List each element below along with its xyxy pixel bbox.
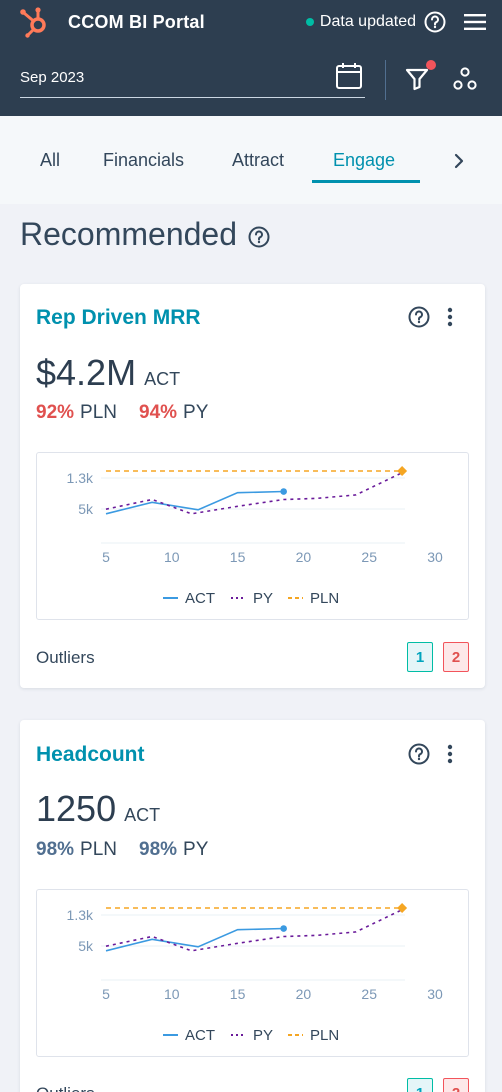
x-tick-label: 5 <box>102 986 110 1002</box>
pln-end-marker <box>397 466 408 476</box>
line-chart: 1.3k 5k 5 10 15 20 25 30 ACT PY PLN <box>67 903 443 1044</box>
x-tick-label: 5 <box>102 549 110 565</box>
tab-all[interactable]: All <box>40 150 61 170</box>
x-tick-label: 30 <box>427 549 443 565</box>
pln-percent: 92% <box>36 402 75 423</box>
category-tabs: All Financials Attract Engage <box>0 116 502 204</box>
help-icon[interactable] <box>408 743 430 765</box>
series-line-act <box>105 490 284 515</box>
kpi-unit: ACT <box>144 369 181 389</box>
help-icon[interactable] <box>248 226 270 248</box>
legend-label-py: PY <box>253 1027 273 1044</box>
y-tick-label: 5k <box>78 938 94 954</box>
hamburger-menu-icon[interactable] <box>464 13 486 31</box>
kpi-comparisons: 98% PLN 98% PY <box>36 839 230 861</box>
outlier-badge-positive[interactable]: 1 <box>407 1078 433 1092</box>
pln-label: PLN <box>80 839 117 860</box>
date-picker-field[interactable]: Sep 2023 <box>20 58 365 98</box>
kpi-comparisons: 92% PLN 94% PY <box>36 402 230 424</box>
pln-end-marker <box>397 903 408 913</box>
py-label: PY <box>183 402 209 423</box>
outliers-label: Outliers <box>36 1084 95 1092</box>
app-title: CCOM BI Portal <box>68 11 205 32</box>
x-tick-label: 30 <box>427 986 443 1002</box>
tab-financials[interactable]: Financials <box>103 150 185 170</box>
outlier-badge-positive[interactable]: 1 <box>407 642 433 672</box>
tab-attract[interactable]: Attract <box>232 150 285 170</box>
card-title[interactable]: Rep Driven MRR <box>36 306 201 329</box>
y-tick-label: 1.3k <box>67 470 94 486</box>
legend-label-pln: PLN <box>310 590 339 607</box>
y-tick-label: 1.3k <box>67 907 94 923</box>
legend-label-act: ACT <box>185 590 215 607</box>
card-title[interactable]: Headcount <box>36 743 145 766</box>
filter-icon[interactable] <box>404 66 430 92</box>
divider <box>385 60 386 100</box>
metric-card-headcount: Headcount 1250 ACT 98% PLN 98% PY 1.3k 5k… <box>20 720 485 1092</box>
outliers-label: Outliers <box>36 648 95 667</box>
status-dot <box>305 18 314 26</box>
kpi-main: $4.2M ACT <box>36 352 180 394</box>
act-end-marker <box>280 925 287 932</box>
act-end-marker <box>280 488 287 495</box>
active-tab-indicator <box>312 180 420 183</box>
series-line-py <box>105 471 403 515</box>
x-tick-label: 25 <box>361 549 377 565</box>
tab-engage[interactable]: Engage <box>333 150 396 170</box>
x-tick-label: 15 <box>230 549 246 565</box>
legend-label-py: PY <box>253 590 273 607</box>
x-tick-label: 10 <box>164 549 180 565</box>
series-line-act <box>105 927 284 952</box>
data-status: Data updated <box>305 11 486 33</box>
line-chart: 1.3k 5k 5 10 15 20 25 30 ACT PY PLN <box>67 466 443 607</box>
kpi-main: 1250 ACT <box>36 788 160 830</box>
more-options-icon[interactable] <box>447 744 453 764</box>
chevron-right-icon[interactable] <box>452 152 466 170</box>
py-percent: 98% <box>139 839 178 860</box>
x-tick-label: 25 <box>361 986 377 1002</box>
kpi-value: $4.2M <box>36 352 137 393</box>
trend-chart[interactable]: 1.3k 5k 5 10 15 20 25 30 ACT PY PLN <box>36 889 469 1057</box>
section-title: Recommended <box>20 216 237 252</box>
legend-label-act: ACT <box>185 1027 215 1044</box>
x-tick-label: 10 <box>164 986 180 1002</box>
x-tick-label: 15 <box>230 986 246 1002</box>
x-tick-label: 20 <box>296 549 312 565</box>
x-tick-label: 20 <box>296 986 312 1002</box>
py-label: PY <box>183 839 209 860</box>
series-line-py <box>105 908 403 952</box>
pln-label: PLN <box>80 402 117 423</box>
y-tick-label: 5k <box>78 501 94 517</box>
help-icon[interactable] <box>424 11 446 33</box>
kpi-unit: ACT <box>124 805 161 825</box>
filter-bar: Sep 2023 <box>0 44 502 116</box>
calendar-icon[interactable] <box>335 62 363 90</box>
legend-label-pln: PLN <box>310 1027 339 1044</box>
pln-percent: 98% <box>36 839 75 860</box>
brand: CCOM BI Portal <box>16 5 205 39</box>
metric-card-rep-driven-mrr: Rep Driven MRR $4.2M ACT 92% PLN 94% PY … <box>20 284 485 688</box>
trend-chart[interactable]: 1.3k 5k 5 10 15 20 25 30 ACT PY PLN <box>36 452 469 620</box>
sprocket-logo-icon[interactable] <box>18 5 52 39</box>
kpi-value: 1250 <box>36 788 117 829</box>
more-options-icon[interactable] <box>447 307 453 327</box>
status-text: Data updated <box>319 13 416 30</box>
outlier-badge-negative[interactable]: 2 <box>443 642 469 672</box>
py-percent: 94% <box>139 402 178 423</box>
top-app-bar: CCOM BI Portal Data updated <box>0 0 502 44</box>
filter-active-badge <box>426 60 436 70</box>
help-icon[interactable] <box>408 306 430 328</box>
share-icon[interactable] <box>452 66 478 92</box>
date-value: Sep 2023 <box>20 69 85 86</box>
outlier-badge-negative[interactable]: 2 <box>443 1078 469 1092</box>
